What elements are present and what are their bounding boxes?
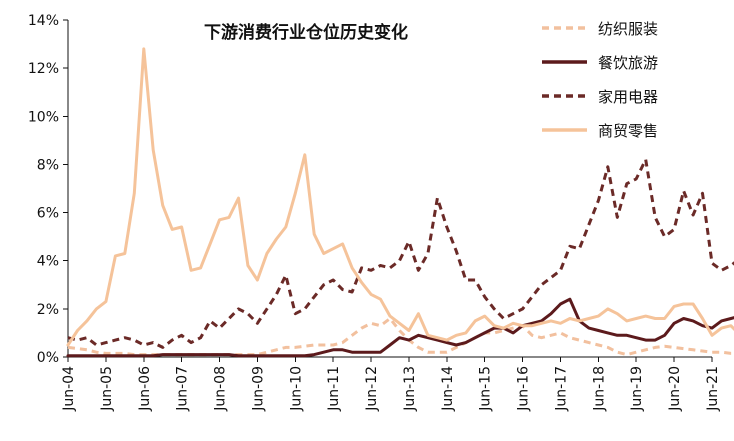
x-tick-label: Jun-20 xyxy=(667,366,683,412)
chart-title: 下游消费行业仓位历史变化 xyxy=(204,22,408,43)
y-axis: 0% 2% 4% 6% 8% 10% 12% 14% xyxy=(28,13,69,366)
y-tick-label: 4% xyxy=(37,254,59,270)
x-tick-label: Jun-05 xyxy=(99,366,115,412)
legend-label-3: 家用电器 xyxy=(598,88,658,106)
y-tick-label: 14% xyxy=(28,13,59,29)
series-line-4 xyxy=(66,47,734,347)
legend-label-2: 餐饮旅游 xyxy=(598,54,658,72)
x-tick-label: Jun-14 xyxy=(440,366,456,412)
x-tick-label: Jun-18 xyxy=(591,366,607,412)
x-axis: Jun-04 Jun-05 Jun-06 Jun-07 Jun-08 Jun-09 Jun-… xyxy=(61,356,721,412)
x-tick-label: Jun-09 xyxy=(250,366,266,412)
y-tick-label: 8% xyxy=(37,157,59,173)
y-tick-label: 10% xyxy=(28,109,59,125)
x-tick-label: Jun-17 xyxy=(553,366,569,412)
y-tick-label: 12% xyxy=(28,61,59,77)
y-tick-label: 6% xyxy=(37,206,59,222)
legend-label-4: 商贸零售 xyxy=(598,122,658,140)
series-layer xyxy=(66,47,734,358)
x-tick-label: Jun-15 xyxy=(478,366,494,412)
x-tick-label: Jun-10 xyxy=(288,366,304,412)
x-tick-label: Jun-04 xyxy=(61,366,77,412)
x-tick-label: Jun-11 xyxy=(326,366,342,412)
x-tick-label: Jun-21 xyxy=(705,366,721,412)
legend-label-1: 纺织服装 xyxy=(598,20,658,38)
plot-area: 0%2%4%6%8%10%12%14% Jun-04 Jun-05 Jun-06 Ju… xyxy=(28,13,734,412)
series-line-2 xyxy=(66,297,734,358)
x-tick-label: Jun-16 xyxy=(516,366,532,412)
y-tick-label: 2% xyxy=(37,302,59,318)
x-tick-label: Jun-12 xyxy=(364,366,380,412)
x-tick-label: Jun-13 xyxy=(402,366,418,412)
series-line-3 xyxy=(67,158,734,349)
x-tick-label: Jun-19 xyxy=(629,366,645,412)
x-tick-label: Jun-07 xyxy=(175,366,191,412)
x-tick-label: Jun-08 xyxy=(213,366,229,412)
x-tick-label: Jun-06 xyxy=(137,366,153,412)
y-tick-label: 0% xyxy=(37,350,59,366)
